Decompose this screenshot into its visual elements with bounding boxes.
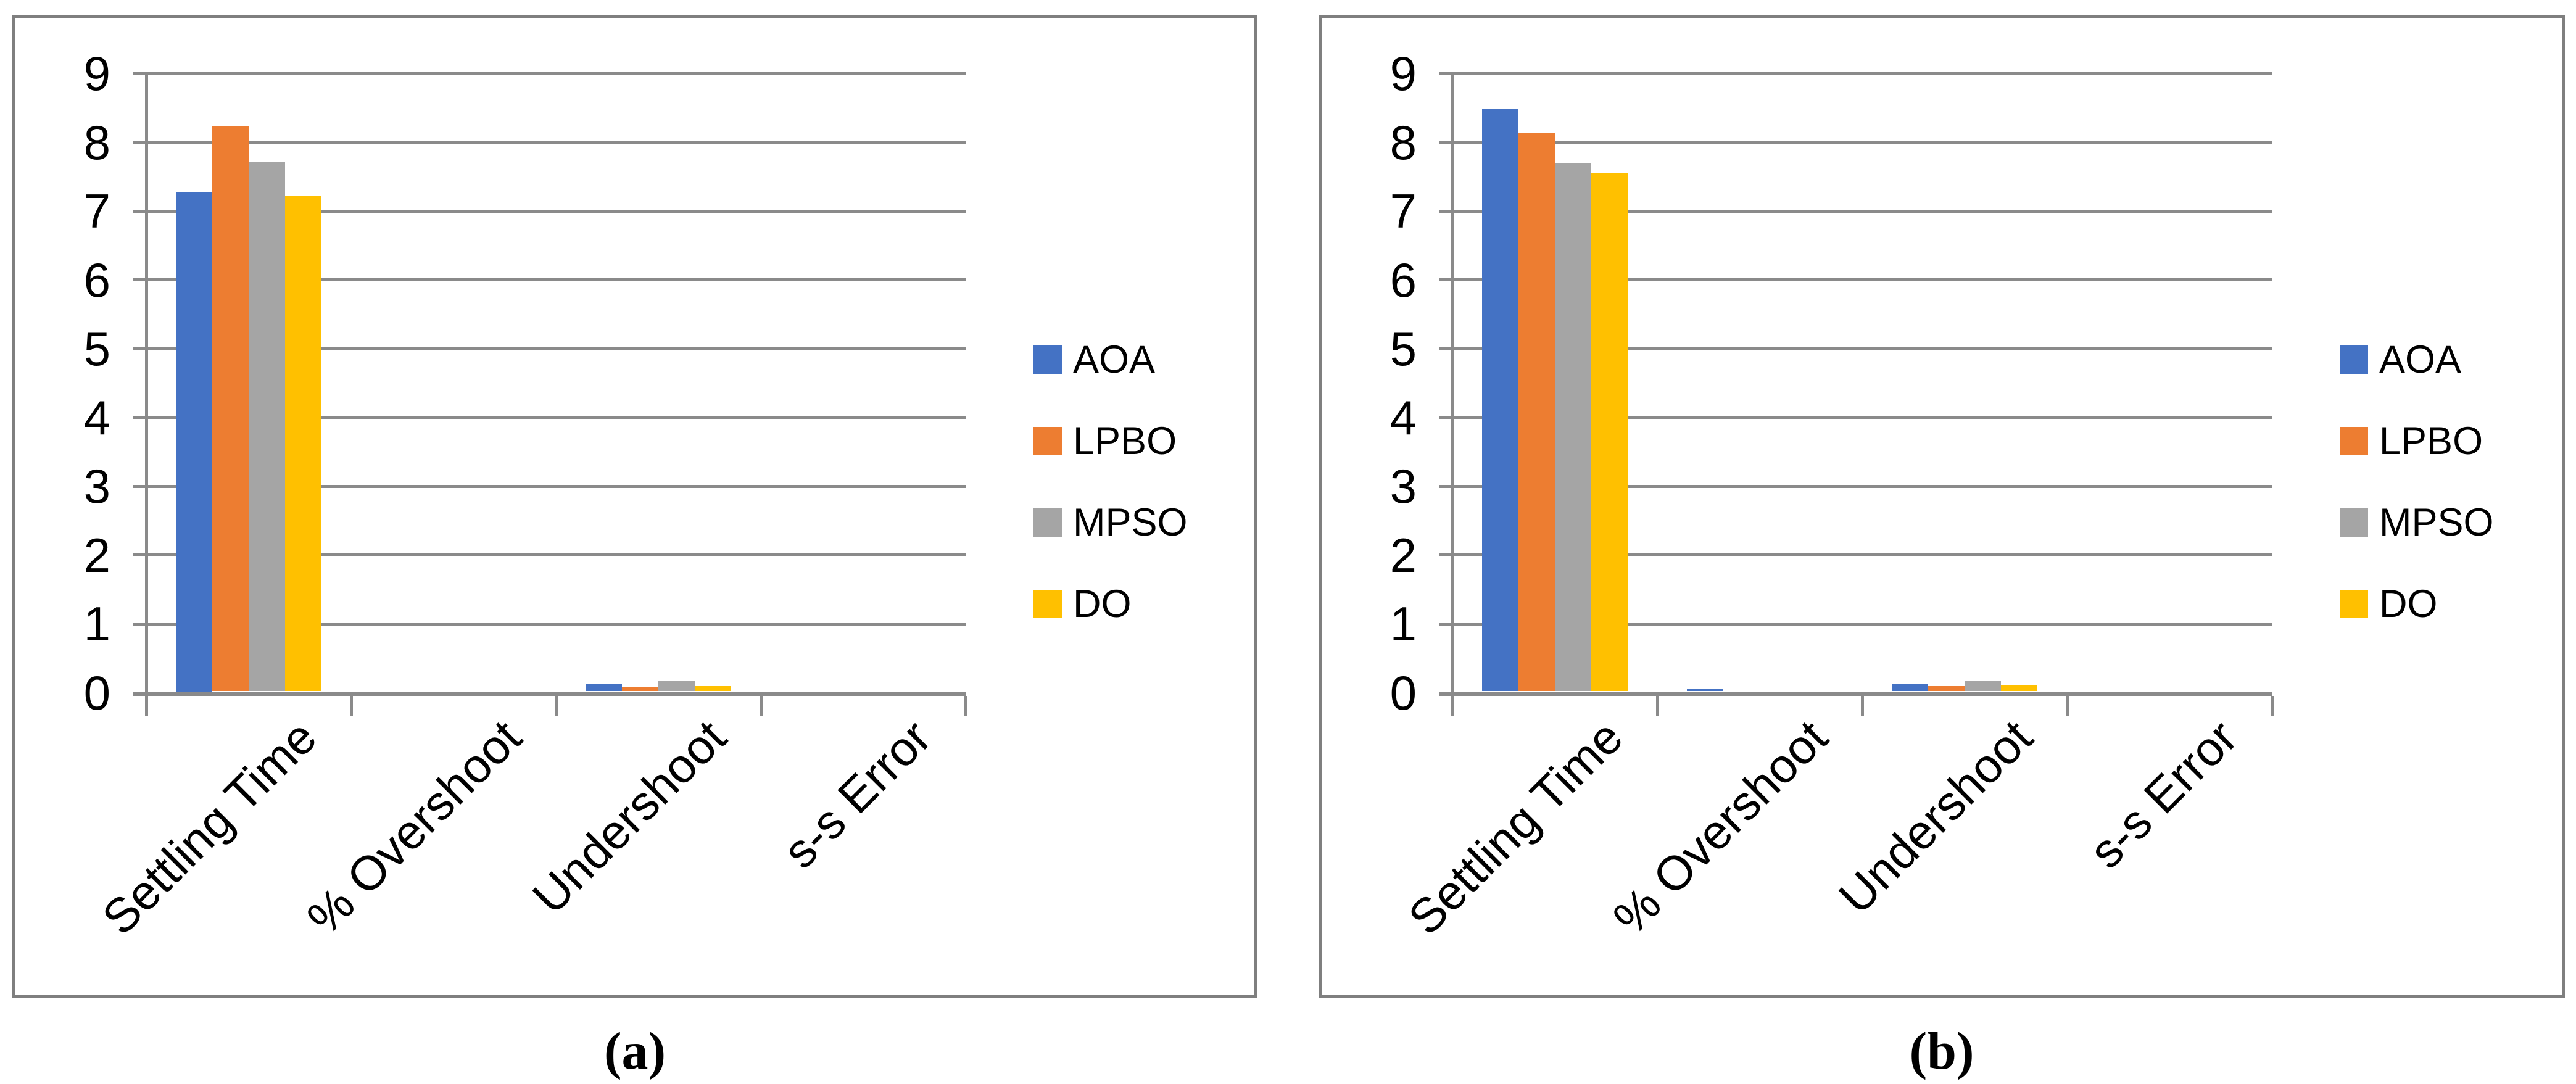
gridline — [1439, 209, 2272, 213]
x-axis-line — [1439, 691, 2272, 696]
y-tick-label: 9 — [1389, 46, 1417, 101]
x-axis-tick — [2270, 695, 2274, 716]
y-tick-label: 2 — [83, 528, 110, 582]
bar-do-settling-time — [285, 196, 321, 692]
x-axis-tick — [1451, 695, 1454, 716]
y-tick-label: 6 — [1389, 252, 1417, 307]
x-axis-tick — [759, 695, 763, 716]
legend-swatch-aoa — [1033, 345, 1062, 374]
bar-aoa-undershoot — [586, 684, 622, 692]
y-tick-label: 0 — [1389, 665, 1417, 720]
y-tick-label: 9 — [83, 46, 110, 101]
legend-label: MPSO — [2379, 501, 2494, 544]
chart-panel-b: 0 1 2 3 4 5 6 7 8 9 Settling Time% Overshoot Unders… — [1319, 15, 2565, 998]
gridline — [1439, 553, 2272, 556]
legend-label: AOA — [2379, 338, 2462, 381]
gridline — [133, 553, 966, 556]
legend-swatch-lpbo — [2340, 427, 2368, 455]
gridline — [1439, 141, 2272, 144]
y-tick-label: 7 — [83, 184, 110, 238]
gridline — [133, 209, 966, 213]
legend-label: DO — [2379, 582, 2438, 626]
y-tick-label: 4 — [1389, 390, 1417, 445]
x-axis-tick — [2065, 695, 2069, 716]
bar-aoa-overshoot — [1687, 689, 1723, 692]
gridline — [133, 72, 966, 75]
y-tick-label: 4 — [83, 390, 110, 445]
bar-lpbo-settling-time — [1518, 133, 1555, 692]
legend-swatch-do — [2340, 590, 2368, 618]
gridline — [1439, 416, 2272, 419]
y-tick-label: 7 — [1389, 184, 1417, 238]
y-tick-label: 6 — [83, 252, 110, 307]
x-axis-line — [133, 691, 966, 696]
y-tick-label: 8 — [1389, 115, 1417, 170]
legend-swatch-aoa — [2340, 345, 2368, 374]
y-tick-label: 3 — [83, 459, 110, 513]
legend-label: LPBO — [2379, 420, 2483, 463]
bar-mpso-settling-time — [1555, 163, 1591, 692]
y-tick-label: 5 — [1389, 321, 1417, 376]
bar-lpbo-settling-time — [212, 125, 249, 692]
bar-aoa-undershoot — [1892, 684, 1928, 692]
legend-label: LPBO — [1073, 420, 1177, 463]
bar-aoa-settling-time — [1482, 109, 1518, 692]
legend-swatch-lpbo — [1033, 427, 1062, 455]
gridline — [133, 278, 966, 281]
caption-a: (a) — [603, 1021, 666, 1080]
bar-do-undershoot — [695, 685, 731, 692]
bar-do-undershoot — [2001, 685, 2037, 692]
y-tick-label: 5 — [83, 321, 110, 376]
gridline — [1439, 484, 2272, 488]
gridline — [1439, 278, 2272, 281]
x-axis-tick — [1860, 695, 1864, 716]
gridline — [1439, 347, 2272, 350]
gridline — [1439, 72, 2272, 75]
x-axis-tick — [554, 695, 558, 716]
gridline — [1439, 622, 2272, 626]
bar-aoa-settling-time — [176, 192, 212, 692]
bar-lpbo-undershoot — [1928, 685, 1965, 692]
x-axis-tick — [349, 695, 353, 716]
legend-label: AOA — [1073, 338, 1156, 381]
bar-mpso-settling-time — [249, 161, 285, 692]
y-axis-line — [1451, 72, 1454, 714]
y-axis-line — [144, 72, 148, 714]
gridline — [133, 484, 966, 488]
x-axis-tick — [144, 695, 148, 716]
y-tick-label: 3 — [1389, 459, 1417, 513]
legend-swatch-do — [1033, 590, 1062, 618]
y-tick-label: 0 — [83, 665, 110, 720]
gridline — [133, 347, 966, 350]
bar-do-settling-time — [1591, 172, 1628, 692]
x-axis-tick — [1655, 695, 1659, 716]
bar-lpbo-undershoot — [622, 687, 658, 692]
legend-label: DO — [1073, 582, 1132, 626]
y-tick-label: 8 — [83, 115, 110, 170]
legend-swatch-mpso — [2340, 508, 2368, 537]
x-axis-tick — [964, 695, 967, 716]
legend-label: MPSO — [1073, 501, 1188, 544]
y-tick-label: 2 — [1389, 528, 1417, 582]
gridline — [133, 416, 966, 419]
gridline — [133, 622, 966, 626]
legend-swatch-mpso — [1033, 508, 1062, 537]
caption-b: (b) — [1909, 1021, 1974, 1080]
bar-mpso-undershoot — [1965, 680, 2001, 692]
gridline — [133, 141, 966, 144]
y-tick-label: 1 — [1389, 597, 1417, 651]
chart-panel-a: 0 1 2 3 4 5 6 7 8 9 Settling Time% Overshoot Unders… — [12, 15, 1257, 998]
y-tick-label: 1 — [83, 597, 110, 651]
bar-mpso-undershoot — [658, 680, 695, 692]
